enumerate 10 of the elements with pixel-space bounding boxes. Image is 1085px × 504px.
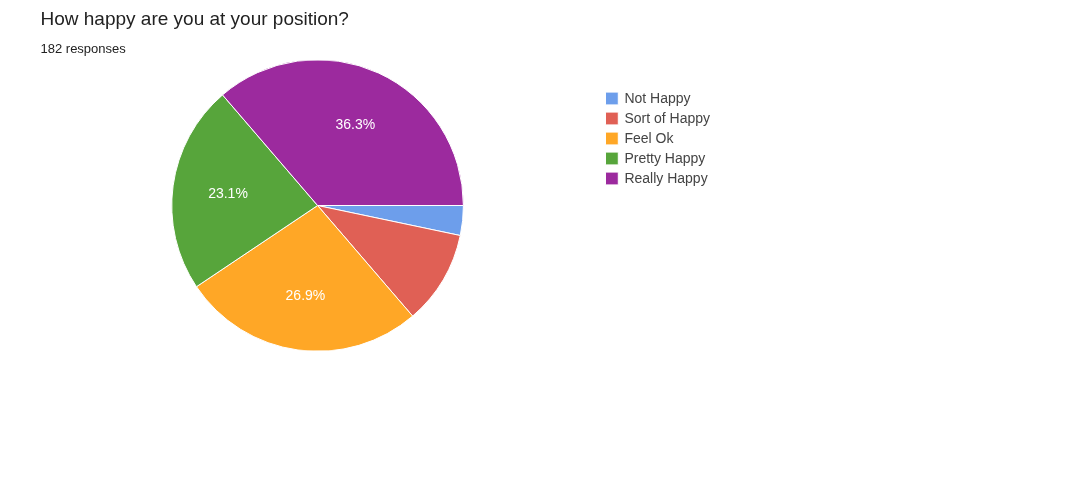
data-label: 23.1% [208, 185, 248, 202]
chart-subtitle: 182 responses [40, 40, 127, 56]
data-label: 36.3% [335, 115, 376, 132]
legend-label: Really Happy [624, 170, 708, 186]
legend-label: Pretty Happy [624, 150, 706, 166]
data-label: 26.9% [285, 286, 326, 303]
legend-label: Sort of Happy [624, 110, 710, 126]
legend-label: Not Happy [624, 90, 691, 106]
legend-label: Feel Ok [624, 130, 674, 146]
chart-title: How happy are you at your position? [40, 7, 349, 29]
